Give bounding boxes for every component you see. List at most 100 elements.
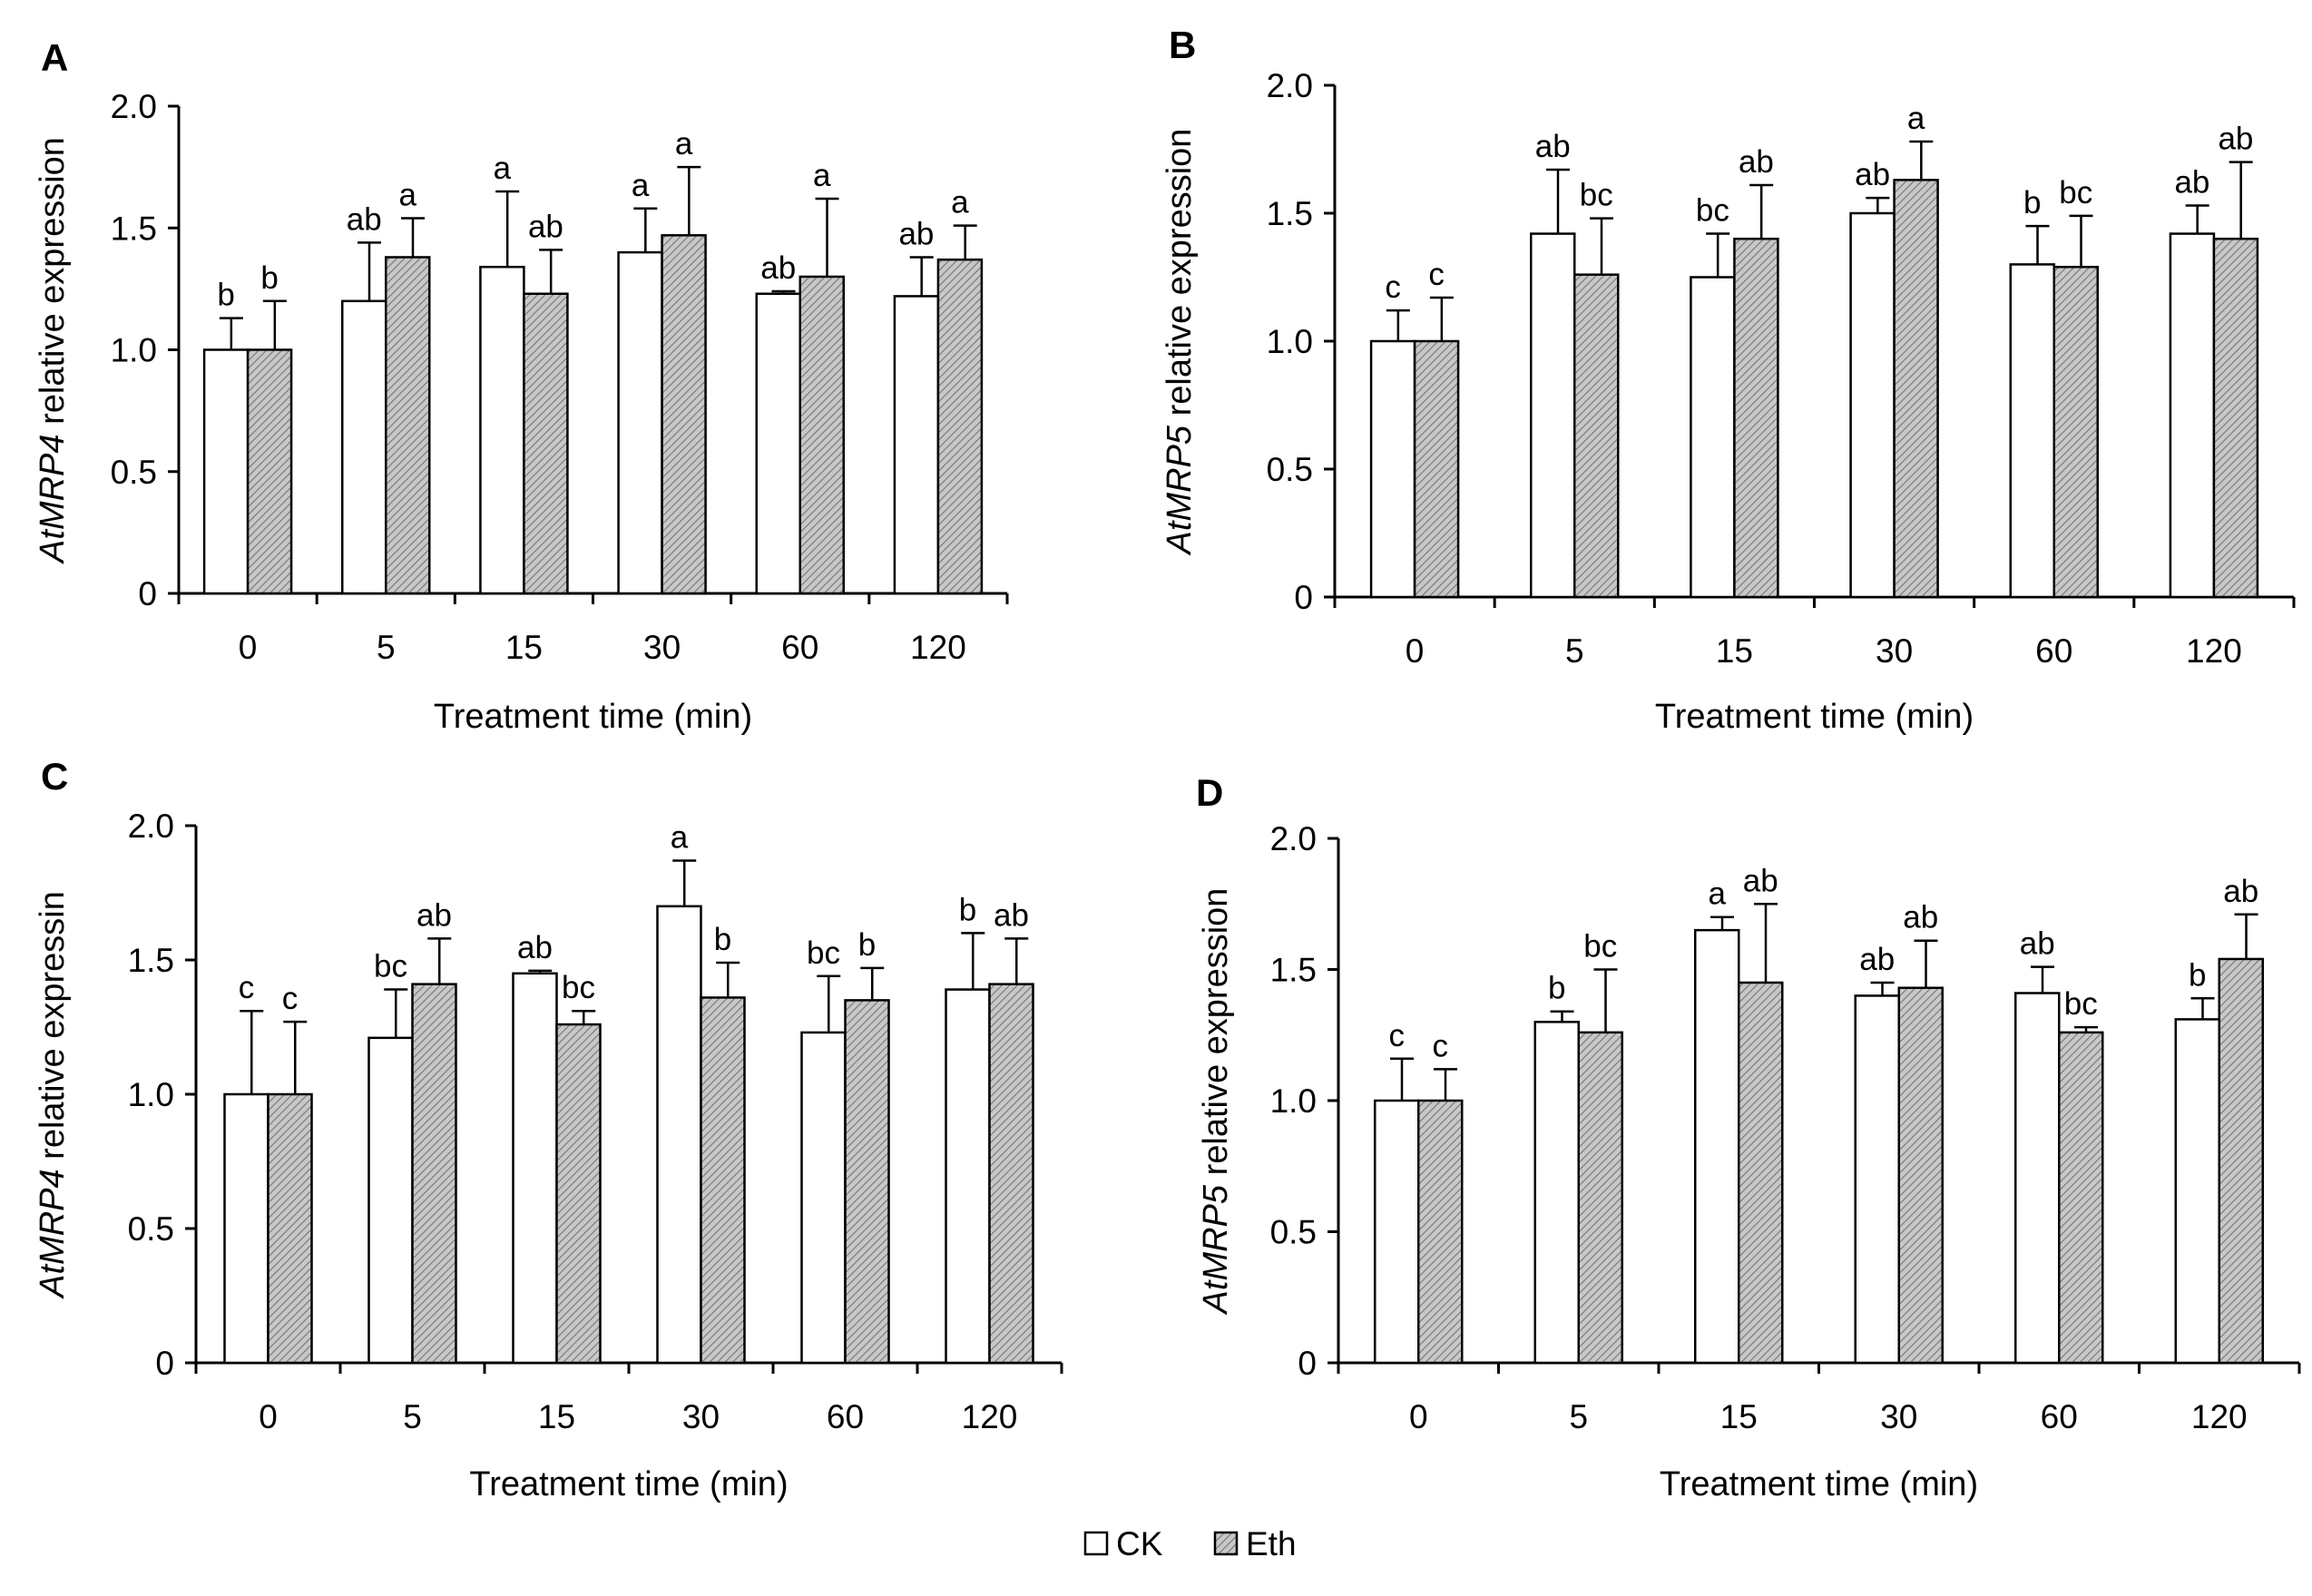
y-tick-label: 1.0 bbox=[1267, 323, 1313, 360]
significance-label: c bbox=[282, 981, 299, 1016]
bar-ck bbox=[1694, 928, 1740, 1365]
significance-label: ab bbox=[994, 897, 1029, 933]
x-tick-label: 60 bbox=[2035, 632, 2072, 670]
significance-label: b bbox=[2023, 185, 2041, 220]
x-tick-label: 120 bbox=[962, 1398, 1018, 1435]
bar-ck bbox=[1533, 1021, 1580, 1365]
x-tick-label: 15 bbox=[1716, 632, 1753, 670]
x-tick-label: 0 bbox=[239, 629, 258, 666]
panel-letter: B bbox=[1169, 24, 1196, 66]
bar-ck bbox=[341, 299, 387, 595]
significance-label: a bbox=[671, 819, 689, 855]
significance-label: ab bbox=[416, 897, 452, 933]
x-tick-label: 5 bbox=[1569, 1398, 1588, 1435]
x-tick-label: 5 bbox=[1565, 632, 1584, 670]
x-tick-label: 30 bbox=[643, 629, 681, 666]
y-axis-title: AtMRP4 relative expression bbox=[34, 137, 72, 564]
bar-eth bbox=[2212, 237, 2259, 599]
significance-label: c bbox=[1433, 1028, 1449, 1063]
x-tick-label: 60 bbox=[827, 1398, 864, 1435]
significance-label: c bbox=[1428, 257, 1445, 292]
y-axis-title: AtMRP4 relative expressin bbox=[34, 891, 72, 1299]
x-tick-label: 5 bbox=[377, 629, 396, 666]
bar-eth bbox=[1733, 237, 1779, 599]
y-tick-label: 1.5 bbox=[128, 942, 174, 979]
bar-ck bbox=[1530, 232, 1576, 599]
bar-ck bbox=[1369, 339, 1416, 599]
bar-ck bbox=[367, 1036, 414, 1365]
significance-label: ab bbox=[2218, 122, 2253, 157]
bar-eth bbox=[1893, 179, 1939, 599]
bar-ck bbox=[2009, 263, 2055, 599]
significance-label: bc bbox=[2059, 175, 2092, 211]
bar-ck bbox=[223, 1092, 269, 1365]
significance-label: bc bbox=[1583, 929, 1617, 964]
significance-label: c bbox=[1385, 269, 1401, 305]
significance-label: a bbox=[494, 151, 512, 186]
bar-eth bbox=[523, 292, 569, 595]
significance-label: a bbox=[399, 178, 417, 213]
bar-ck bbox=[2169, 232, 2216, 599]
y-tick-label: 0.5 bbox=[128, 1210, 174, 1248]
y-axis-title-rest: relative expression bbox=[1161, 129, 1199, 426]
y-tick-label: 2.0 bbox=[1267, 67, 1313, 104]
chart-panel-b: B 0 0.5 1.0 1.5 2.0 0 5 15 30 60 120 Treatment time … bbox=[1161, 24, 2296, 736]
y-tick-label: 1.0 bbox=[128, 1076, 174, 1113]
bar-eth bbox=[661, 234, 707, 595]
significance-label: bc bbox=[1696, 193, 1729, 229]
y-tick-label: 2.0 bbox=[128, 808, 174, 845]
x-axis-title: Treatment time (min) bbox=[434, 698, 752, 736]
x-tick-label: 5 bbox=[403, 1398, 422, 1435]
panel-letter: C bbox=[41, 755, 68, 798]
bar-eth bbox=[988, 983, 1034, 1365]
bar-eth bbox=[2218, 957, 2264, 1365]
x-tick-label: 60 bbox=[781, 629, 818, 666]
x-axis-title: Treatment time (min) bbox=[1655, 698, 1974, 736]
significance-label: a bbox=[951, 185, 969, 220]
significance-label: a bbox=[813, 158, 831, 193]
significance-label: b bbox=[260, 260, 278, 296]
chart-panel-c: C 0 0.5 1.0 1.5 2.0 0 5 15 30 60 120 Treatment time … bbox=[34, 755, 1063, 1503]
bar-ck bbox=[479, 265, 525, 595]
significance-label: bc bbox=[374, 949, 407, 984]
x-tick-label: 15 bbox=[505, 629, 543, 666]
x-axis-title: Treatment time (min) bbox=[469, 1465, 788, 1503]
y-axis-title: AtMRP5 relative expression bbox=[1161, 129, 1199, 556]
bar-ck bbox=[512, 972, 558, 1365]
bar-eth bbox=[700, 996, 746, 1365]
significance-label: bc bbox=[807, 935, 840, 971]
legend-swatch-eth bbox=[1213, 1531, 1239, 1556]
y-tick-label: 2.0 bbox=[1270, 820, 1317, 857]
y-tick-label: 1.0 bbox=[111, 332, 157, 369]
panel-letter: D bbox=[1196, 771, 1223, 814]
y-tick-label: 0 bbox=[138, 575, 157, 612]
significance-label: a bbox=[1709, 876, 1727, 912]
significance-label: a bbox=[675, 126, 693, 162]
significance-label: ab bbox=[2174, 165, 2209, 201]
significance-label: ab bbox=[2223, 874, 2258, 909]
significance-label: ab bbox=[1535, 129, 1571, 164]
x-tick-label: 30 bbox=[1880, 1398, 1917, 1435]
bar-eth bbox=[411, 983, 457, 1365]
x-tick-label: 0 bbox=[1409, 1398, 1428, 1435]
bar-ck bbox=[800, 1031, 847, 1365]
y-axis-title-rest: relative expression bbox=[1197, 888, 1235, 1185]
chart-panel-d: D 0 0.5 1.0 1.5 2.0 0 5 15 30 60 120 Treatment time … bbox=[1196, 771, 2301, 1503]
bar-eth bbox=[1897, 986, 1944, 1365]
significance-label: ab bbox=[2020, 926, 2055, 962]
x-tick-label: 0 bbox=[1406, 632, 1425, 670]
legend-label-ck: CK bbox=[1116, 1525, 1163, 1562]
bar-ck bbox=[202, 348, 250, 595]
significance-label: ab bbox=[517, 930, 553, 965]
bar-eth bbox=[1738, 981, 1784, 1365]
significance-label: b bbox=[1548, 971, 1565, 1006]
bar-eth bbox=[2052, 265, 2099, 599]
y-tick-label: 0 bbox=[155, 1345, 174, 1382]
significance-label: ab bbox=[1903, 900, 1938, 935]
x-tick-label: 15 bbox=[538, 1398, 575, 1435]
significance-label: b bbox=[217, 278, 234, 313]
bar-eth bbox=[1577, 1031, 1623, 1365]
y-axis-title-gene: AtMRP4 bbox=[34, 1169, 72, 1298]
bar-ck bbox=[2014, 992, 2061, 1365]
significance-label: b bbox=[858, 927, 876, 963]
